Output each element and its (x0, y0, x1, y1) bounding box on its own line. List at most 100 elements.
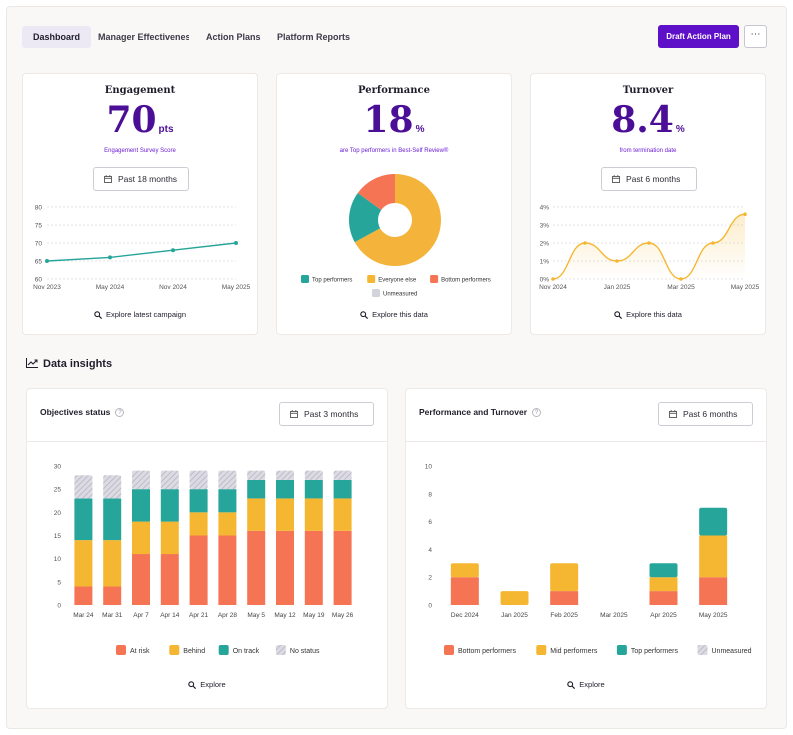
y-tick-label: 5 (57, 579, 61, 586)
performance-turnover-title: Performance and Turnover? (419, 407, 542, 417)
x-tick-label: May 12 (274, 612, 296, 619)
draft-action-plan-button[interactable]: Draft Action Plan (658, 25, 739, 48)
x-tick-label: Jan 2025 (501, 612, 528, 619)
turnover-title: Turnover (622, 85, 674, 96)
tab-platform-reports[interactable]: Platform Reports (277, 32, 351, 42)
donut-slice-everyone-else (354, 174, 441, 266)
explore-latest-campaign-link[interactable]: Explore latest campaign (23, 310, 257, 320)
y-tick-label: 15 (54, 533, 62, 540)
performance-card: Performance 18% are Top performers in Be… (276, 73, 512, 335)
y-tick-label: 20 (54, 510, 62, 517)
legend-swatch (218, 645, 229, 655)
y-tick-label: 10 (54, 556, 62, 563)
x-tick-label: May 5 (247, 612, 265, 619)
x-tick-label: Apr 14 (160, 612, 180, 619)
bar-segment-at-risk (132, 554, 150, 605)
donut-slice-top-performers (349, 192, 382, 243)
bar-segment-at-risk (247, 530, 266, 605)
bar-segment-behind (276, 498, 294, 531)
tab-dashboard[interactable]: Dashboard (22, 26, 92, 48)
info-icon[interactable]: ? (115, 408, 125, 417)
legend-swatch (616, 645, 627, 655)
x-tick-label: Feb 2025 (550, 612, 578, 619)
x-tick-label: May 26 (332, 612, 354, 619)
more-icon[interactable]: ⋯ (744, 25, 767, 48)
legend-label: Mid performers (550, 648, 598, 655)
bar-segment-behind (132, 521, 150, 555)
turnover-point (615, 259, 619, 263)
tab-manager-effectiveness[interactable]: Manager Effectiveness (98, 32, 189, 42)
legend-label: Top performers (312, 278, 352, 284)
legend-label: On track (233, 648, 260, 655)
y-tick-label: 0% (540, 277, 550, 284)
bar-segment-mid-performers (699, 535, 728, 578)
performance-turnover-divider (406, 441, 766, 442)
objectives-range-select[interactable]: Past 3 months (279, 402, 374, 426)
turnover-point (583, 241, 587, 245)
x-tick-label: May 2025 (222, 284, 251, 291)
turnover-point (711, 241, 715, 245)
x-tick-label: Mar 31 (102, 612, 123, 619)
y-tick-label: 25 (54, 487, 62, 494)
performance-donut-chart: Top performers Everyone else Bottom perfor… (301, 174, 491, 298)
x-tick-label: Dec 2024 (451, 612, 479, 619)
bar-segment-on-track (103, 498, 122, 541)
turnover-subtitle: from termination date (619, 148, 677, 154)
bar-segment-on-track (160, 489, 179, 522)
performance-turnover-stacked-bar-chart: 0 2 4 6 8 10 Dec 2024 Jan 2025 Feb 2025 Mar 2025 A… (425, 464, 752, 655)
bar-segment-mid-performers (649, 577, 678, 592)
search-icon (360, 310, 369, 319)
x-tick-label: Mar 2025 (667, 284, 695, 291)
x-tick-label: Nov 2023 (33, 284, 61, 291)
performance-title: Performance (358, 85, 430, 96)
bar-segment-no-status (333, 470, 352, 480)
objectives-range-label: Past 3 months (304, 409, 359, 419)
tab-action-plans[interactable]: Action Plans (206, 32, 261, 42)
legend-swatch (301, 275, 309, 283)
bar-segment-at-risk (304, 530, 323, 605)
bar-segment-on-track (333, 479, 352, 499)
turnover-range-label: Past 6 months (626, 174, 681, 184)
x-tick-label: May 2025 (699, 612, 728, 619)
turnover-point (679, 277, 683, 281)
bar-segment-mid-performers (550, 563, 579, 592)
bar-segment-bottom-performers (450, 577, 479, 605)
x-tick-label: Mar 24 (73, 612, 94, 619)
bar-segment-no-status (160, 470, 179, 490)
performance-explore-link[interactable]: Explore this data (277, 310, 511, 320)
bar-segment-on-track (247, 479, 266, 499)
x-tick-label: Apr 28 (218, 612, 238, 619)
y-tick-label: 65 (35, 259, 43, 266)
bar-segment-no-status (276, 470, 294, 480)
turnover-line-chart: 0% 1% 2% 3% 4% Nov 2024 Jan 2025 Mar 2025 May 20… (539, 205, 760, 292)
legend-swatch (697, 645, 708, 655)
objectives-explore-link[interactable]: Explore (27, 680, 387, 690)
engagement-series-line (46, 242, 237, 262)
legend-label: Bottom performers (441, 278, 491, 284)
objectives-explore-label: Explore (200, 680, 226, 689)
performance-unit: % (415, 124, 425, 135)
y-tick-label: 4% (540, 205, 550, 212)
performance-turnover-range-select[interactable]: Past 6 months (658, 402, 753, 426)
calendar-icon (669, 409, 677, 418)
bar-segment-bottom-performers (649, 591, 678, 605)
legend-swatch (169, 645, 180, 655)
performance-explore-label: Explore this data (372, 310, 428, 319)
bar-segment-at-risk (74, 586, 93, 605)
turnover-range-select[interactable]: Past 6 months (601, 167, 697, 191)
info-icon[interactable]: ? (532, 408, 542, 417)
legend-label: Top performers (631, 648, 679, 655)
turnover-explore-link[interactable]: Explore this data (531, 310, 765, 320)
data-insights-heading: Data insights (26, 358, 112, 370)
engagement-subtitle: Engagement Survey Score (104, 148, 176, 154)
y-tick-label: 2% (540, 241, 550, 248)
top-navigation: Dashboard Manager Effectiveness Action P… (22, 25, 768, 48)
engagement-range-select[interactable]: Past 18 months (93, 167, 189, 191)
calendar-icon (612, 174, 620, 183)
bar-segment-on-track (304, 479, 323, 499)
y-tick-label: 2 (428, 575, 432, 582)
bar-segment-top-performers (649, 563, 678, 578)
legend-swatch (275, 645, 286, 655)
bar-segment-no-status (304, 470, 323, 480)
performance-turnover-explore-link[interactable]: Explore (406, 680, 766, 690)
